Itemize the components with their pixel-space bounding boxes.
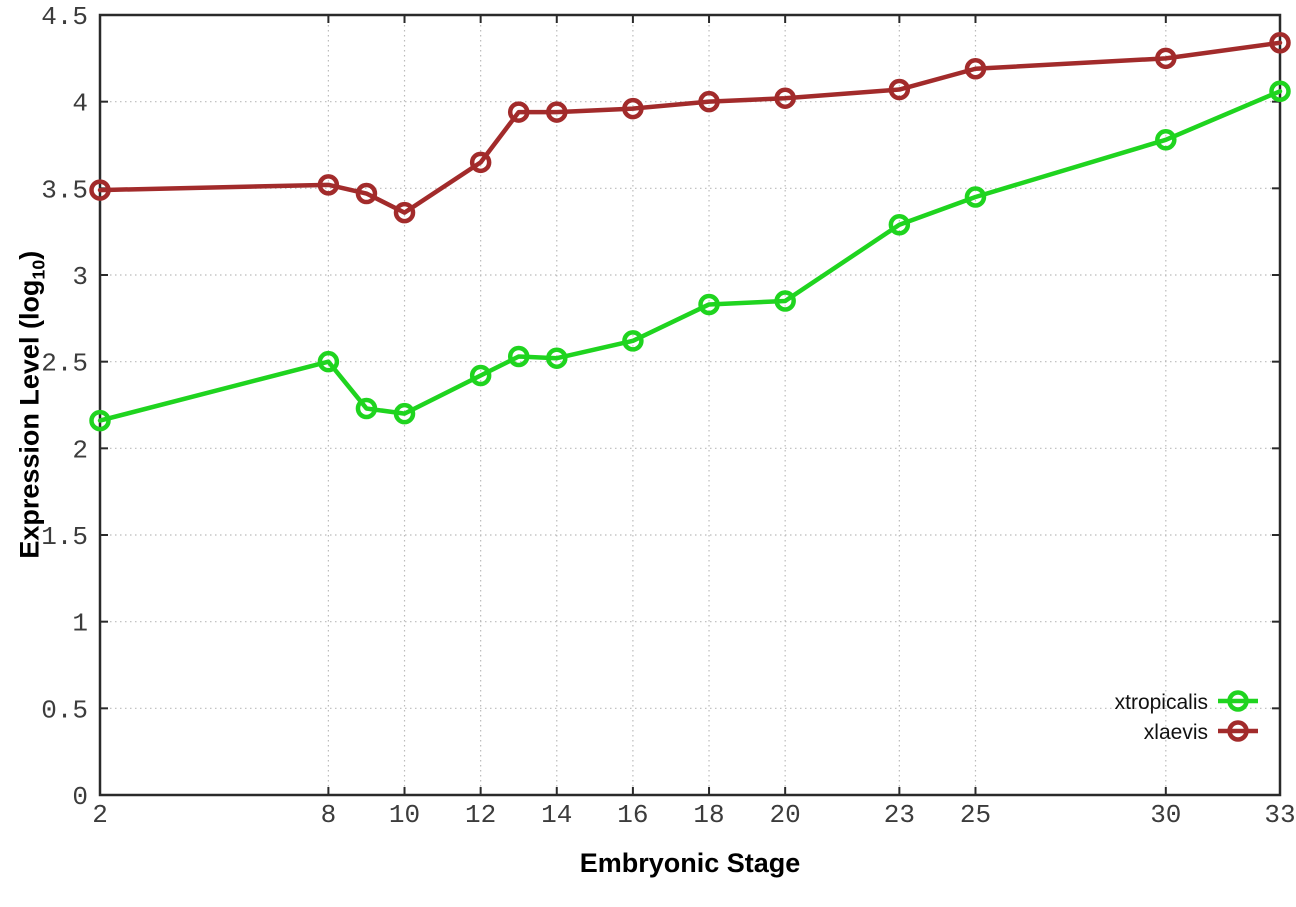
y-tick-label: 3 [72,262,88,292]
legend-label-xtropicalis: xtropicalis [1115,691,1208,714]
y-axis-title: Expression Level (log10) [14,251,49,559]
data-point-xtropicalis [698,293,720,316]
x-tick-label: 23 [884,800,915,830]
data-point-xtropicalis [1269,80,1291,103]
data-point-xlaevis [355,182,378,205]
y-tick-label: 1 [72,609,88,639]
data-point-xlaevis [1269,31,1291,54]
data-point-xtropicalis [469,364,492,387]
y-axis-title-text: Expression Level (log [14,279,45,559]
data-point-xlaevis [89,179,111,201]
legend-sample-marker-xtropicalis [1227,690,1249,712]
data-point-xlaevis [546,101,568,123]
legend-label-xlaevis: xlaevis [1144,721,1208,744]
x-tick-label: 30 [1150,800,1181,830]
y-tick-label: 2.5 [41,349,88,379]
x-axis-title: Embryonic Stage [579,848,801,878]
x-tick-label: 2 [92,800,108,830]
data-point-xtropicalis [355,397,378,420]
data-point-xlaevis [622,97,644,120]
data-point-xlaevis [317,174,340,196]
x-tick-label: 14 [541,800,572,830]
y-axis-title-wrap: Expression Level (log10) [2,0,62,810]
y-tick-label: 4 [72,89,88,119]
x-tick-label: 33 [1264,800,1295,830]
y-axis-title-close: ) [14,251,45,261]
data-point-xlaevis [698,90,720,113]
data-point-xtropicalis [89,409,111,432]
y-tick-label: 0.5 [41,695,88,725]
data-point-xtropicalis [317,350,340,373]
y-tick-label: 1.5 [41,522,88,552]
x-tick-label: 18 [693,800,724,830]
legend: xtropicalis xlaevis [1115,690,1258,744]
y-tick-label: 4.5 [41,2,88,32]
x-tick-label: 8 [321,800,337,830]
data-point-xtropicalis [964,186,987,208]
y-tick-label: 3.5 [41,175,88,205]
data-point-xtropicalis [507,345,530,368]
x-tick-label: 12 [465,800,496,830]
data-point-xlaevis [1155,47,1177,70]
data-point-xtropicalis [393,402,416,425]
data-point-xtropicalis [546,347,568,369]
y-tick-label: 0 [72,782,88,812]
data-point-xlaevis [507,101,530,123]
data-point-xlaevis [774,87,796,109]
plot-border [98,13,1282,797]
data-point-xtropicalis [888,213,911,236]
x-tick-label: 10 [389,800,420,830]
legend-sample-marker-xlaevis [1227,720,1249,742]
series-line-xtropicalis [97,89,1283,423]
data-point-xtropicalis [1155,129,1177,151]
data-point-xlaevis [393,201,416,224]
y-axis-title-subscript: 10 [28,260,49,280]
x-tick-label: 20 [770,800,801,830]
data-point-xlaevis [888,78,911,101]
x-tick-label: 16 [617,800,648,830]
data-point-xtropicalis [622,330,644,352]
data-point-xlaevis [964,57,987,80]
data-point-xtropicalis [774,290,796,312]
series-line-xlaevis [97,40,1283,215]
x-tick-label: 25 [960,800,991,830]
data-point-xlaevis [469,151,492,174]
y-tick-label: 2 [72,435,88,465]
